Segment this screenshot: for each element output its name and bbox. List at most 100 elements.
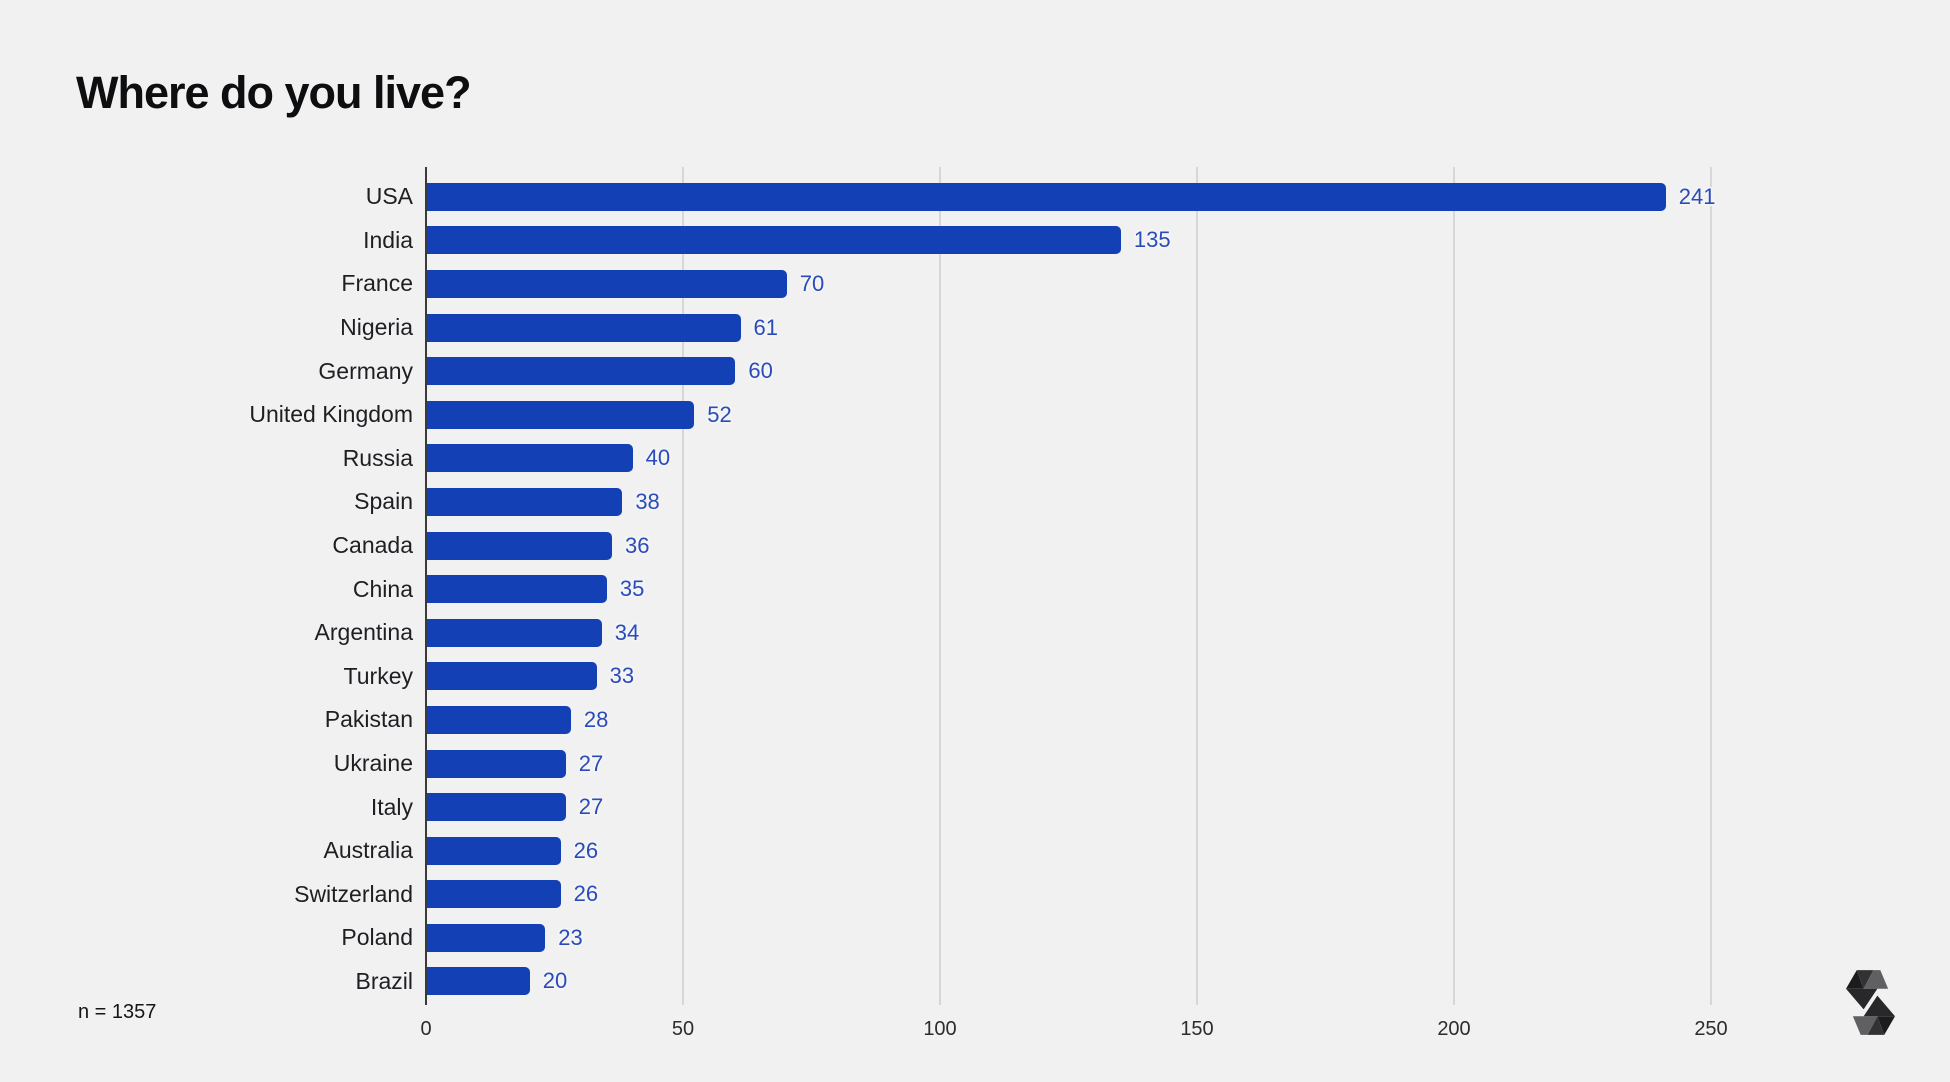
x-tick-label: 150 — [1180, 1018, 1214, 1040]
logo-facet-mid — [1846, 988, 1878, 1010]
bar-track: 27 — [427, 749, 1950, 778]
bar — [427, 793, 566, 822]
bar-row: Russia 40 — [0, 437, 1950, 481]
value-label: 34 — [614, 619, 640, 645]
value-label: 135 — [1133, 227, 1171, 253]
bar-track: 52 — [427, 400, 1950, 429]
value-label: 38 — [635, 488, 660, 514]
bar-row: Argentina 34 — [0, 611, 1950, 655]
category-label: Pakistan — [324, 706, 413, 733]
bar — [427, 487, 623, 516]
bar — [427, 400, 695, 429]
value-label: 33 — [609, 663, 635, 689]
bar-row: Ukraine 27 — [0, 742, 1950, 786]
category-label: Italy — [370, 793, 413, 820]
value-label: 60 — [748, 358, 773, 384]
bar-track: 241 — [427, 182, 1950, 211]
category-label: Brazil — [355, 967, 413, 994]
bar-row: Poland 23 — [0, 916, 1950, 960]
value-label: 35 — [619, 576, 645, 602]
bar — [427, 531, 613, 560]
value-label: 52 — [707, 401, 732, 427]
bar-row: Germany 60 — [0, 349, 1950, 393]
logo-facet-mid — [1863, 995, 1895, 1017]
value-label: 61 — [753, 314, 779, 340]
x-tick-label: 100 — [923, 1018, 957, 1040]
x-tick-label: 0 — [420, 1018, 432, 1040]
category-label: India — [363, 226, 413, 253]
sample-size-note: n = 1357 — [78, 1001, 157, 1023]
bar-track: 135 — [427, 226, 1950, 255]
category-label: Ukraine — [333, 750, 413, 777]
bar-row: Canada 36 — [0, 524, 1950, 568]
bar-row: Italy 27 — [0, 785, 1950, 829]
value-label: 26 — [573, 837, 599, 863]
bar-row: China 35 — [0, 567, 1950, 611]
bar-row: Pakistan 28 — [0, 698, 1950, 742]
bar-track: 61 — [427, 313, 1950, 342]
y-axis-line — [425, 167, 427, 1005]
category-label: United Kingdom — [249, 401, 413, 428]
bar-track: 40 — [427, 444, 1950, 473]
solidity-logo — [1846, 970, 1895, 1035]
plot-area: 0 50 100 150 200 250 — [420, 167, 1805, 1040]
x-tick-label: 200 — [1437, 1018, 1471, 1040]
value-label: 36 — [625, 532, 650, 558]
gridline — [1710, 167, 1712, 1005]
category-label: Poland — [341, 924, 413, 951]
value-label: 20 — [542, 968, 568, 994]
bar-track: 20 — [427, 967, 1950, 996]
bar-track: 23 — [427, 923, 1950, 952]
gridline — [1453, 167, 1455, 1005]
bar-row: USA 241 — [0, 175, 1950, 219]
bar-track: 35 — [427, 575, 1950, 604]
bar — [427, 444, 633, 473]
logo-facet-black — [1877, 1016, 1895, 1035]
bar-row: Spain 38 — [0, 480, 1950, 524]
category-label: France — [341, 270, 413, 297]
category-label: USA — [365, 183, 413, 210]
bar-row: Nigeria 61 — [0, 306, 1950, 350]
value-label: 241 — [1678, 183, 1716, 209]
category-label: Turkey — [343, 662, 413, 689]
value-label: 26 — [573, 881, 599, 907]
category-label: Russia — [342, 444, 413, 471]
value-label: 23 — [558, 924, 583, 950]
bar — [427, 705, 571, 734]
bar — [427, 269, 787, 298]
bar — [427, 836, 561, 865]
bar — [427, 967, 530, 996]
bar-track: 26 — [427, 880, 1950, 909]
bar — [427, 226, 1121, 255]
bar-track: 60 — [427, 357, 1950, 386]
x-tick-label: 50 — [671, 1018, 695, 1040]
logo-facet-black — [1846, 970, 1864, 989]
category-label: Nigeria — [340, 314, 413, 341]
value-label: 40 — [645, 445, 671, 471]
bar-track: 26 — [427, 836, 1950, 865]
solidity-logo-bottom-half — [1852, 995, 1895, 1035]
category-label: China — [352, 575, 413, 602]
bar — [427, 618, 602, 647]
category-label: Germany — [318, 357, 413, 384]
bar-track: 70 — [427, 269, 1950, 298]
gridline — [939, 167, 941, 1005]
solidity-logo-top-half — [1846, 970, 1889, 1010]
bar — [427, 880, 561, 909]
bar-track: 33 — [427, 662, 1950, 691]
logo-facet-gray — [1863, 970, 1889, 989]
bar-track: 34 — [427, 618, 1950, 647]
bar — [427, 923, 546, 952]
value-label: 28 — [583, 706, 609, 732]
bar-row: Brazil 20 — [0, 960, 1950, 1004]
bar — [427, 662, 597, 691]
bar-row: Australia 26 — [0, 829, 1950, 873]
category-label: Australia — [323, 837, 413, 864]
bar-row: Turkey 33 — [0, 655, 1950, 699]
logo-facet-dark — [1856, 970, 1874, 989]
value-label: 27 — [578, 750, 604, 776]
gridline — [1196, 167, 1198, 1005]
bar — [427, 357, 736, 386]
bar-row: Switzerland 26 — [0, 873, 1950, 917]
